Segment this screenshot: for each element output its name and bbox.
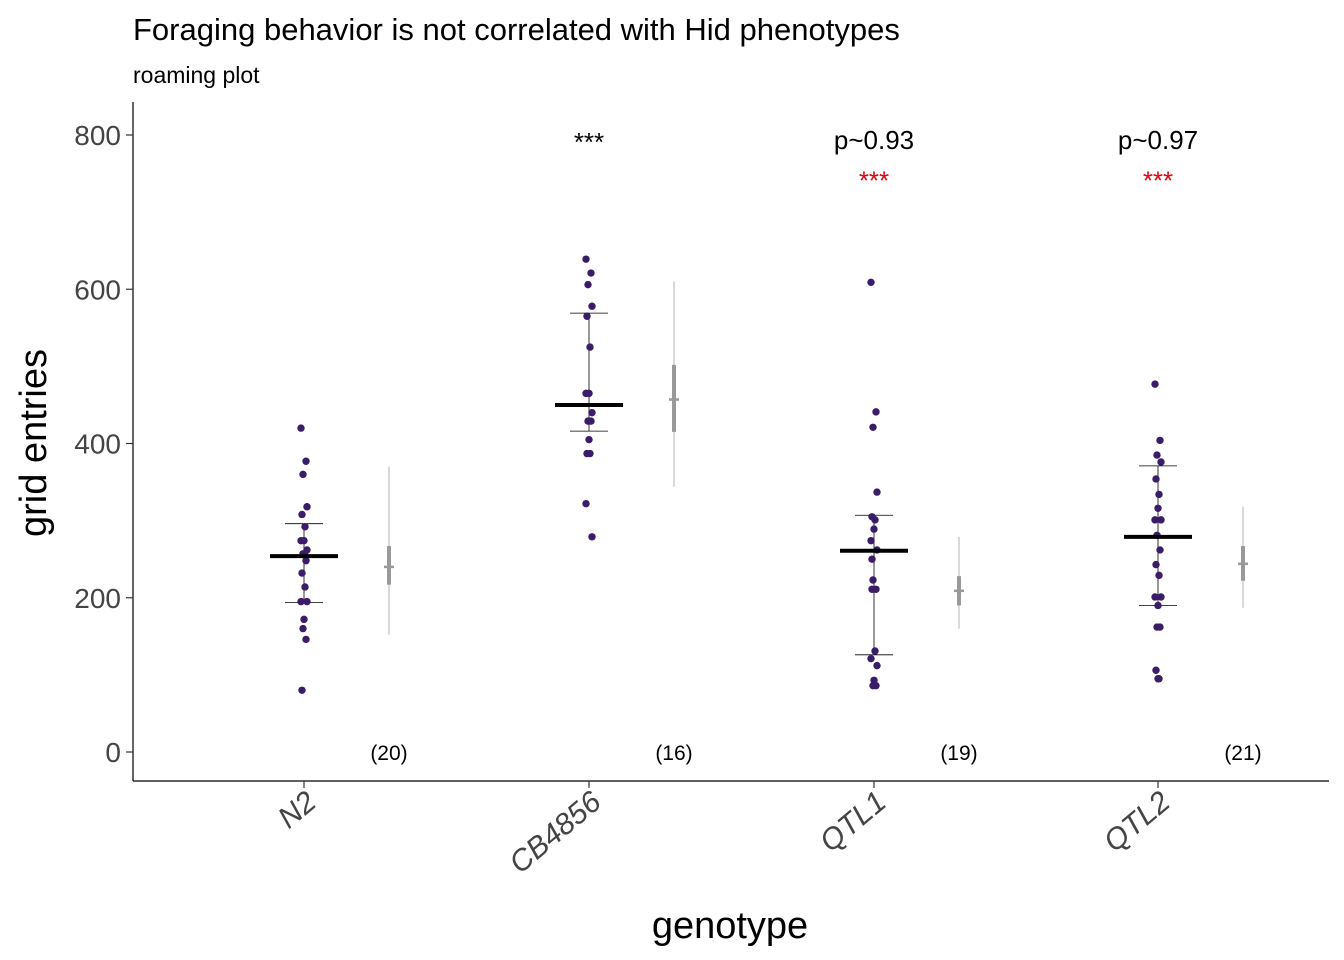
data-point [587,417,595,425]
data-point [299,470,307,479]
sample-size-label: (20) [370,742,407,765]
data-point [873,661,881,670]
data-point [297,536,305,545]
x-axis-title: genotype [652,905,808,947]
significance-annotation: p~0.97 [1118,125,1198,155]
data-point [1152,666,1160,674]
data-point [1156,546,1164,554]
x-tick-label: QTL1 [814,785,893,859]
data-point [1151,516,1159,524]
data-point [869,576,877,584]
group-n2: (20) [270,424,408,765]
data-point [302,457,310,465]
data-point [301,523,309,531]
x-tick-label: N2 [272,785,323,835]
data-point [588,408,596,417]
data-point [297,424,305,432]
chart-title: Foraging behavior is not correlated with… [133,12,900,47]
data-point [303,597,311,606]
data-point [1154,504,1162,512]
sample-size-label: (19) [940,742,977,765]
data-point [1154,675,1162,683]
x-axis-ticks: N2 CB4856 QTL1 QTL2 [272,781,1177,880]
x-tick-label: QTL2 [1098,785,1177,859]
data-point [588,302,596,310]
group-qtl2: (21) p~0.97 *** [1118,125,1262,765]
data-point [586,343,594,351]
significance-annotation: *** [574,127,604,157]
data-point [872,681,880,690]
y-tick-label: 400 [74,429,121,460]
data-point [867,654,875,663]
data-point [1156,436,1164,445]
data-point [1155,571,1163,580]
data-point [587,269,595,277]
sample-size-label: (21) [1224,742,1261,765]
data-point [582,255,590,263]
data-point [1151,593,1159,601]
data-point [1154,601,1162,610]
data-point [303,503,311,511]
data-point [1155,490,1163,499]
data-point [298,510,306,519]
data-point [867,536,875,545]
significance-annotation: *** [859,166,889,196]
data-point [1157,593,1165,601]
data-point [585,435,593,444]
data-point [868,585,876,593]
data-point [1152,560,1160,569]
significance-annotation: p~0.93 [834,125,914,155]
data-point [297,597,305,606]
data-point [871,516,879,524]
data-point [1157,458,1165,466]
y-tick-label: 200 [74,583,121,614]
x-tick-label: CB4856 [503,785,608,880]
significance-annotation: *** [1143,166,1173,196]
y-tick-label: 600 [74,274,121,305]
data-point [298,686,306,694]
data-point [869,423,877,432]
data-point [583,312,591,320]
y-axis-ticks: 0 200 400 600 800 [74,120,133,768]
data-point [582,389,590,398]
data-point [588,533,596,541]
data-point [301,583,309,591]
data-point [871,647,879,655]
data-point [582,499,590,508]
data-point [872,408,880,416]
chart-subtitle: roaming plot [133,62,260,88]
y-axis-title: grid entries [13,349,55,537]
y-tick-label: 0 [105,737,121,768]
data-point [298,569,306,577]
sample-size-label: (16) [655,742,692,765]
data-point [586,449,594,458]
data-point [1153,451,1161,459]
data-point [299,624,307,633]
data-point [1151,380,1159,388]
data-point [867,278,875,287]
data-point [1152,475,1160,483]
data-point [868,555,876,563]
data-point [1157,516,1165,524]
data-point [1156,623,1164,631]
plot-marks: (20) (16) *** (19) p~0.93 *** (21) p~0.97 *** [270,125,1262,765]
y-tick-label: 800 [74,120,121,151]
data-point [584,280,592,289]
data-point [873,488,881,496]
data-point [302,635,310,644]
data-point [870,525,878,533]
group-qtl1: (19) p~0.93 *** [834,125,978,765]
group-cb4856: (16) *** [555,127,693,765]
data-point [300,615,308,624]
